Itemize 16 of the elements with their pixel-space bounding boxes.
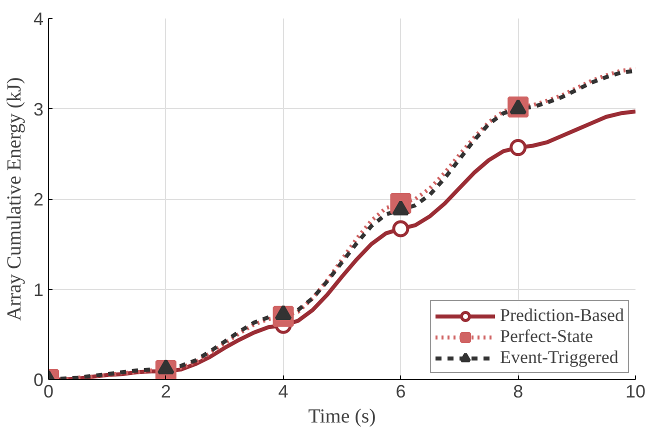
x-tick-label: 6 [396,382,406,402]
y-axis-title: Array Cumulative Energy (kJ) [3,77,26,321]
x-tick-label: 4 [278,382,288,402]
point [392,220,410,238]
x-tick-label: 8 [513,382,524,402]
x-tick-label: 10 [625,382,646,402]
y-tick-label: 3 [33,99,44,120]
point [510,139,527,156]
legend-label: Perfect-State [500,326,593,347]
y-tick-label: 2 [33,190,44,210]
legend-label: Prediction-Based [500,305,624,326]
y-tick-label: 4 [33,9,44,29]
legend-label: Event-Triggered [500,347,618,368]
x-tick-label: 2 [160,382,171,402]
y-tick-label: 1 [33,280,44,300]
x-axis-title: Time (s) [308,406,376,428]
